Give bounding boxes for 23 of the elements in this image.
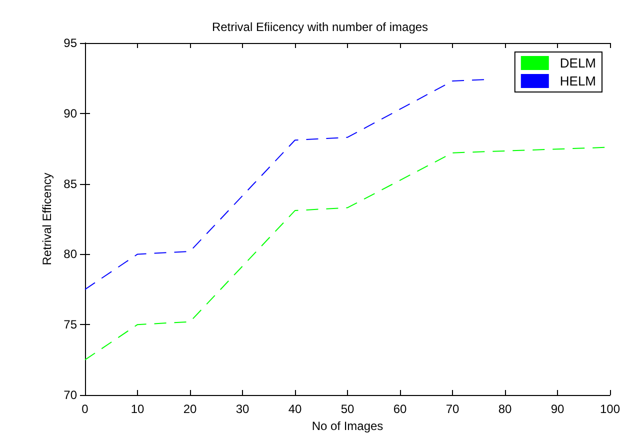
x-tick-label: 90	[550, 402, 564, 416]
x-tick-label: 70	[446, 402, 460, 416]
y-axis-title: Retrival Efficency	[40, 172, 54, 266]
x-tick-label: 20	[183, 402, 197, 416]
legend-label: HELM	[560, 74, 596, 88]
x-tick-label: 100	[600, 402, 620, 416]
x-tick-label: 50	[340, 402, 354, 416]
y-tick-label: 85	[64, 176, 78, 191]
y-tick-label: 70	[64, 388, 78, 402]
chart-title: Retrival Efiicency with number of images	[212, 20, 428, 34]
x-tick-label: 30	[236, 402, 250, 416]
y-tick-label: 75	[64, 318, 78, 332]
x-tick-label: 0	[82, 402, 89, 416]
x-tick-label: 80	[498, 402, 512, 416]
y-tick-label: 90	[64, 106, 78, 120]
x-tick-label: 10	[130, 402, 144, 416]
y-tick-label: 95	[64, 36, 78, 50]
y-tick-label: 80	[64, 247, 78, 262]
x-tick-label: 40	[288, 402, 302, 416]
x-tick-label: 60	[393, 402, 407, 416]
x-axis-title: No of Images	[312, 418, 384, 433]
legend-label: DELM	[560, 56, 596, 70]
line-series	[84, 79, 484, 290]
